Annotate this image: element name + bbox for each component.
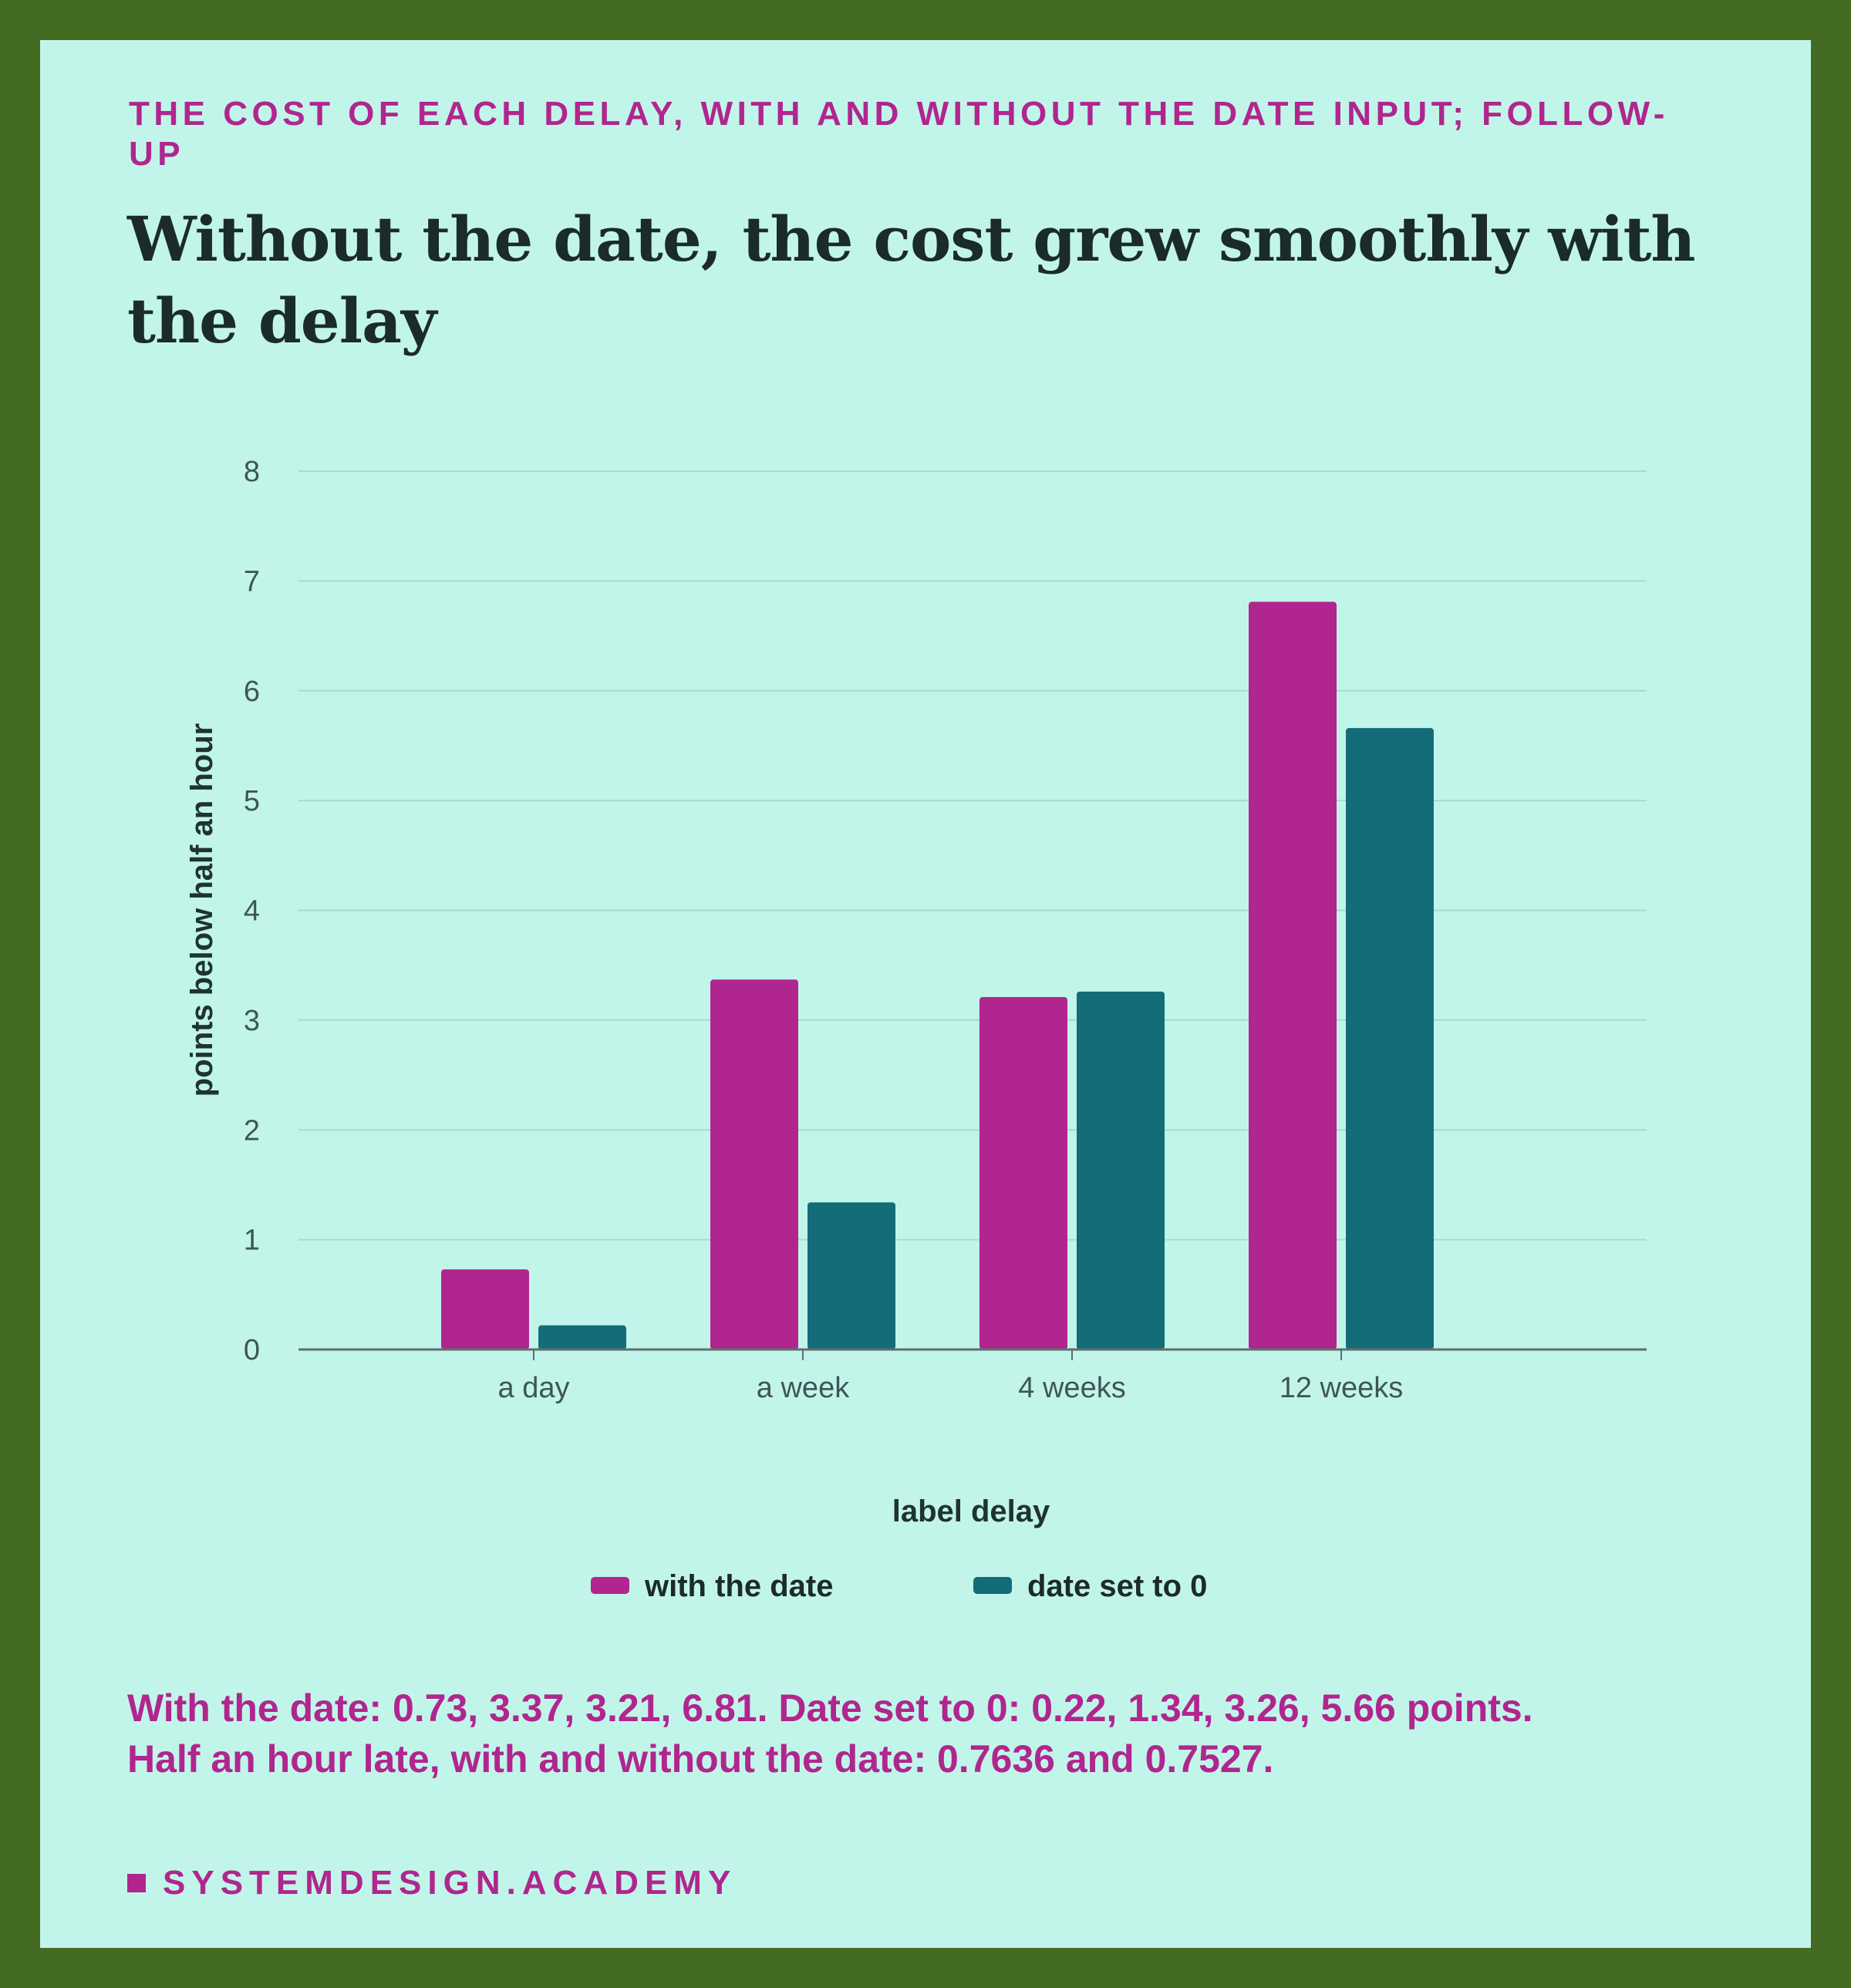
y-tick-label: 3 xyxy=(244,1005,260,1037)
summary-line-2: Half an hour late, with and without the … xyxy=(127,1737,1274,1781)
y-tick-label: 0 xyxy=(244,1334,260,1366)
y-tick-label: 6 xyxy=(244,676,260,708)
y-tick-label: 5 xyxy=(244,785,260,817)
brand-footer: SYSTEMDESIGN.ACADEMY xyxy=(127,1864,737,1902)
chart-card: THE COST OF EACH DELAY, WITH AND WITHOUT… xyxy=(40,40,1811,1948)
x-tick-label: 4 weeks xyxy=(1018,1372,1125,1404)
bar-with-date xyxy=(1249,601,1337,1349)
x-tick-label: a week xyxy=(757,1372,850,1404)
summary-text: With the date: 0.73, 3.37, 3.21, 6.81. D… xyxy=(127,1683,1785,1784)
bar-date-zero xyxy=(538,1325,626,1349)
x-axis-ticks: a day a week 4 weeks 12 weeks xyxy=(498,1349,1404,1404)
y-axis-title: points below half an hour xyxy=(185,723,219,1097)
y-tick-label: 2 xyxy=(244,1114,260,1147)
headline: Without the date, the cost grew smoothly… xyxy=(127,203,1696,357)
legend-swatch xyxy=(591,1577,629,1594)
bar-date-zero xyxy=(1346,728,1434,1349)
legend-swatch xyxy=(973,1577,1012,1594)
legend-label: date set to 0 xyxy=(1027,1569,1207,1603)
bar-with-date xyxy=(441,1269,529,1349)
y-tick-label: 1 xyxy=(244,1225,260,1257)
brand-name: SYSTEMDESIGN.ACADEMY xyxy=(163,1864,737,1902)
gridlines xyxy=(298,470,1647,1241)
bar-with-date xyxy=(710,979,798,1349)
legend: with the date date set to 0 xyxy=(591,1569,1207,1603)
y-tick-label: 8 xyxy=(244,456,260,488)
x-tick-label: a day xyxy=(498,1372,570,1404)
bar-date-zero xyxy=(1077,991,1165,1349)
x-axis-title: label delay xyxy=(892,1494,1050,1528)
y-axis-ticks: 0 1 2 3 4 5 6 7 8 xyxy=(244,456,260,1366)
kicker: THE COST OF EACH DELAY, WITH AND WITHOUT… xyxy=(129,95,1669,173)
bars xyxy=(441,601,1434,1349)
legend-label: with the date xyxy=(644,1569,833,1603)
bar-date-zero xyxy=(807,1202,895,1349)
summary-line-1: With the date: 0.73, 3.37, 3.21, 6.81. D… xyxy=(127,1686,1533,1730)
x-tick-label: 12 weeks xyxy=(1280,1372,1404,1404)
bar-with-date xyxy=(979,996,1067,1349)
y-tick-label: 4 xyxy=(244,895,260,928)
brand-square-icon xyxy=(127,1874,146,1892)
bar-chart: 0 1 2 3 4 5 6 7 8 a day a week 4 weeks 12 weeks poi… xyxy=(185,456,1647,1603)
y-tick-label: 7 xyxy=(244,565,260,598)
